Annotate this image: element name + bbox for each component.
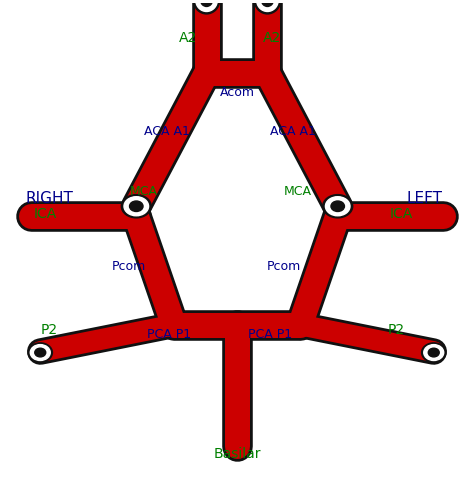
Text: P2: P2 [41, 323, 58, 337]
Ellipse shape [262, 0, 273, 6]
Ellipse shape [257, 0, 278, 11]
Ellipse shape [323, 195, 353, 218]
Text: ACA A1: ACA A1 [270, 124, 316, 138]
Text: MCA: MCA [129, 185, 157, 198]
Text: Basilar: Basilar [213, 447, 261, 461]
Text: ICA: ICA [33, 206, 56, 220]
Ellipse shape [129, 201, 143, 212]
Ellipse shape [201, 0, 212, 6]
Text: P2: P2 [388, 323, 405, 337]
Ellipse shape [124, 196, 148, 216]
Text: PCA P1: PCA P1 [248, 328, 292, 341]
Ellipse shape [331, 201, 345, 212]
Ellipse shape [421, 343, 446, 362]
Ellipse shape [193, 0, 219, 14]
Ellipse shape [121, 195, 151, 218]
Ellipse shape [30, 344, 50, 361]
Ellipse shape [28, 343, 53, 362]
Ellipse shape [196, 0, 217, 11]
Text: LEFT: LEFT [406, 192, 442, 206]
Text: MCA: MCA [284, 185, 312, 198]
Text: Acom: Acom [219, 86, 255, 99]
Text: PCA P1: PCA P1 [147, 328, 191, 341]
Text: RIGHT: RIGHT [26, 192, 73, 206]
Text: Pcom: Pcom [112, 260, 146, 273]
Ellipse shape [35, 348, 46, 357]
Text: ACA A1: ACA A1 [144, 124, 190, 138]
Ellipse shape [428, 348, 439, 357]
Text: A2: A2 [179, 31, 197, 45]
Text: A2: A2 [263, 31, 281, 45]
Ellipse shape [326, 196, 350, 216]
Ellipse shape [424, 344, 444, 361]
Text: Pcom: Pcom [267, 260, 301, 273]
Ellipse shape [255, 0, 281, 14]
Text: ICA: ICA [389, 206, 412, 220]
